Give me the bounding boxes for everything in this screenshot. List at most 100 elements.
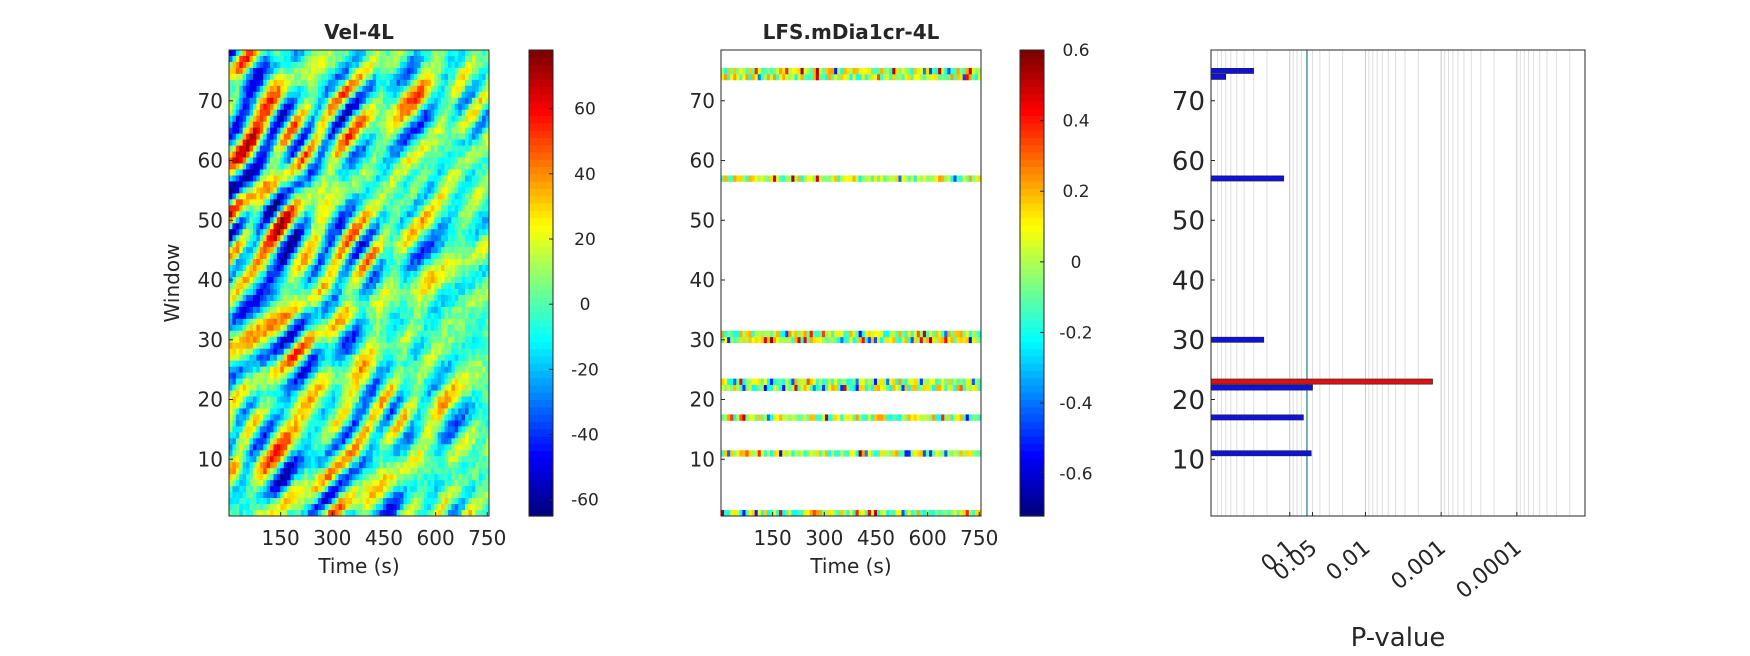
velocity-heatmap-cell [348,265,353,272]
velocity-heatmap-cell [297,163,302,170]
velocity-heatmap-cell [341,372,346,380]
velocity-heatmap-cell [389,109,394,117]
velocity-heatmap-cell [437,205,442,212]
velocity-heatmap-cell [465,330,469,338]
velocity-heatmap-cell [311,253,316,260]
velocity-heatmap-cell [290,139,295,147]
velocity-heatmap-cell [403,151,408,159]
velocity-heatmap-cell [465,85,469,93]
velocity-heatmap-cell [451,133,456,141]
velocity-heatmap-cell [365,97,370,105]
velocity-heatmap-cell [441,396,446,403]
velocity-heatmap-cell [362,402,367,409]
velocity-heatmap-cell [297,360,302,368]
velocity-heatmap-cell [252,85,257,93]
velocity-heatmap-cell [461,241,466,248]
velocity-heatmap-cell [352,277,357,284]
velocity-heatmap-cell [478,265,483,272]
velocity-heatmap-cell [294,163,298,170]
velocity-heatmap-cell [444,432,449,439]
velocity-heatmap-cell [396,133,401,141]
velocity-heatmap-cell [297,199,302,206]
velocity-heatmap-cell [345,115,350,123]
velocity-heatmap-cell [482,294,487,302]
velocity-heatmap-cell [379,259,384,266]
velocity-heatmap-cell [324,342,329,350]
velocity-heatmap-cell [376,61,381,69]
velocity-heatmap-cell [475,145,480,153]
velocity-heatmap-cell [321,402,326,409]
velocity-heatmap-cell [441,115,446,123]
velocity-heatmap-cell [359,348,363,356]
velocity-heatmap-cell [393,271,398,278]
velocity-heatmap-cell [454,294,459,302]
velocity-heatmap-cell [434,330,439,338]
velocity-heatmap-cell [454,169,459,176]
velocity-heatmap-cell [465,175,469,182]
velocity-heatmap-cell [382,277,387,284]
velocity-heatmap-cell [280,50,285,57]
velocity-heatmap-cell [465,277,469,284]
velocity-heatmap-cell [297,288,302,296]
velocity-heatmap-cell [427,175,432,182]
velocity-heatmap-cell [386,103,391,111]
velocity-heatmap-cell [471,163,476,170]
velocity-heatmap-cell [359,79,363,87]
velocity-heatmap-cell [359,91,363,99]
velocity-heatmap-cell [434,390,439,398]
velocity-heatmap-cell [430,402,435,409]
velocity-heatmap-cell [410,283,415,290]
velocity-heatmap-cell [393,139,398,147]
velocity-heatmap-cell [321,330,326,338]
velocity-heatmap-cell [335,438,339,445]
velocity-heatmap-cell [458,97,463,105]
velocity-heatmap-cell [413,438,418,445]
velocity-heatmap-cell [413,378,418,386]
velocity-heatmap-cell [273,259,278,266]
velocity-heatmap-cell [283,378,288,386]
velocity-heatmap-cell [420,342,425,350]
velocity-heatmap-cell [482,396,487,403]
velocity-heatmap-cell [242,61,247,69]
velocity-heatmap-cell [485,247,490,254]
velocity-heatmap-cell [341,217,346,224]
velocity-heatmap-cell [297,253,302,260]
velocity-heatmap-cell [441,336,446,344]
velocity-heatmap-cell [386,169,391,176]
velocity-heatmap-cell [382,318,387,326]
velocity-heatmap-cell [485,73,490,81]
velocity-heatmap-cell [311,354,316,362]
velocity-heatmap-cell [256,360,261,368]
velocity-heatmap-cell [345,372,350,380]
velocity-heatmap-cell [345,265,350,272]
velocity-heatmap-cell [451,420,456,427]
velocity-heatmap-cell [266,312,271,320]
velocity-heatmap-cell [434,145,439,153]
velocity-heatmap-cell [314,145,319,153]
velocity-heatmap-cell [242,223,247,230]
velocity-heatmap-cell [451,79,456,87]
velocity-heatmap-cell [444,235,449,242]
velocity-heatmap-cell [246,253,251,260]
velocity-heatmap-cell [437,157,442,165]
velocity-heatmap-cell [427,306,432,314]
velocity-heatmap-cell [324,283,329,290]
velocity-heatmap-cell [413,348,418,356]
velocity-heatmap-cell [478,420,483,427]
velocity-heatmap-cell [410,151,415,159]
velocity-heatmap-cell [239,61,244,69]
velocity-heatmap-cell [335,253,339,260]
velocity-heatmap-cell [235,354,240,362]
velocity-heatmap-cell [478,127,483,135]
velocity-heatmap-cell [270,420,274,427]
velocity-heatmap-cell [229,139,233,147]
velocity-heatmap-cell [441,402,446,409]
velocity-heatmap-cell [420,300,425,308]
velocity-heatmap-cell [430,127,435,135]
velocity-heatmap-cell [461,127,466,135]
velocity-heatmap-cell [468,432,473,439]
velocity-heatmap-cell [242,354,247,362]
velocity-heatmap-cell [461,247,466,254]
velocity-heatmap-cell [485,133,490,141]
velocity-heatmap-cell [335,217,339,224]
